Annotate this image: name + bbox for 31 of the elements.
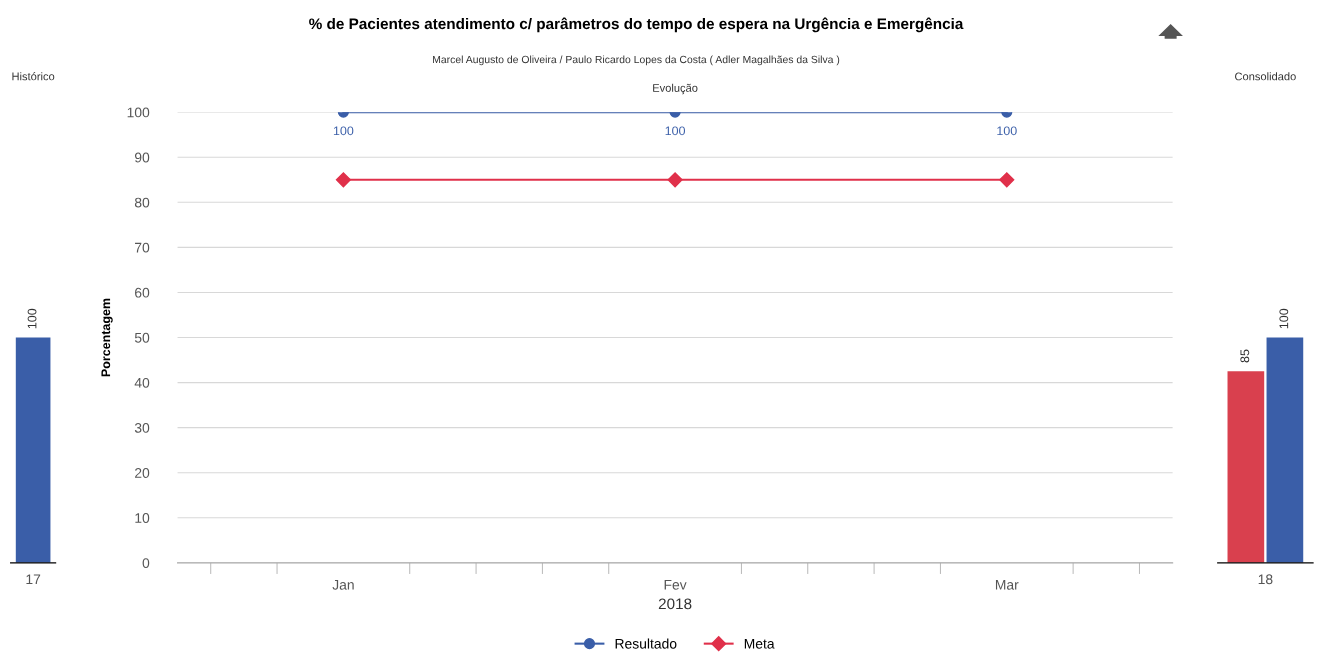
y-tick-label: 60 <box>135 287 150 298</box>
legend-label: Meta <box>744 638 775 649</box>
data-label: 85 <box>1240 349 1250 363</box>
y-tick-label: 30 <box>134 422 150 433</box>
y-tick-label: 100 <box>127 107 150 118</box>
y-tick-label: 70 <box>135 242 150 253</box>
x-axis-title: 2018 <box>658 598 692 610</box>
y-tick-label: 40 <box>134 377 150 388</box>
data-label: 100 <box>1279 308 1289 329</box>
y-tick-label: 0 <box>142 558 150 569</box>
chart-subtitle: Marcel Augusto de Oliveira / Paulo Ricardo Lopes da Costa ( Adler Magalhães da Silva ) <box>433 55 840 66</box>
y-tick-label: 90 <box>134 152 150 163</box>
y-tick-label: 20 <box>135 468 150 478</box>
x-tick-label: 17 <box>26 574 41 585</box>
y-tick-label: 50 <box>134 332 150 343</box>
data-label: 100 <box>333 126 354 136</box>
chart-title: Consolidado <box>1235 72 1296 81</box>
y-tick-label: 80 <box>134 197 150 208</box>
y-axis-title: Porcentagem <box>101 298 113 377</box>
x-tick-label: 18 <box>1258 574 1273 585</box>
data-label: 100 <box>997 126 1017 136</box>
data-label: 100 <box>665 126 686 136</box>
x-tick-label: Fev <box>664 580 687 590</box>
legend-label: Resultado <box>615 638 677 649</box>
x-tick-label: Mar <box>995 580 1019 590</box>
text: Evolução <box>653 83 698 95</box>
chart-title: % de Pacientes atendimento c/ parâmetros do tempo de espera na Urgência e Emergência <box>309 17 964 33</box>
x-tick-label: Jan <box>332 580 354 590</box>
y-tick-label: 10 <box>135 513 150 523</box>
chart-title: Histórico <box>12 72 55 81</box>
data-label: 100 <box>27 308 37 329</box>
